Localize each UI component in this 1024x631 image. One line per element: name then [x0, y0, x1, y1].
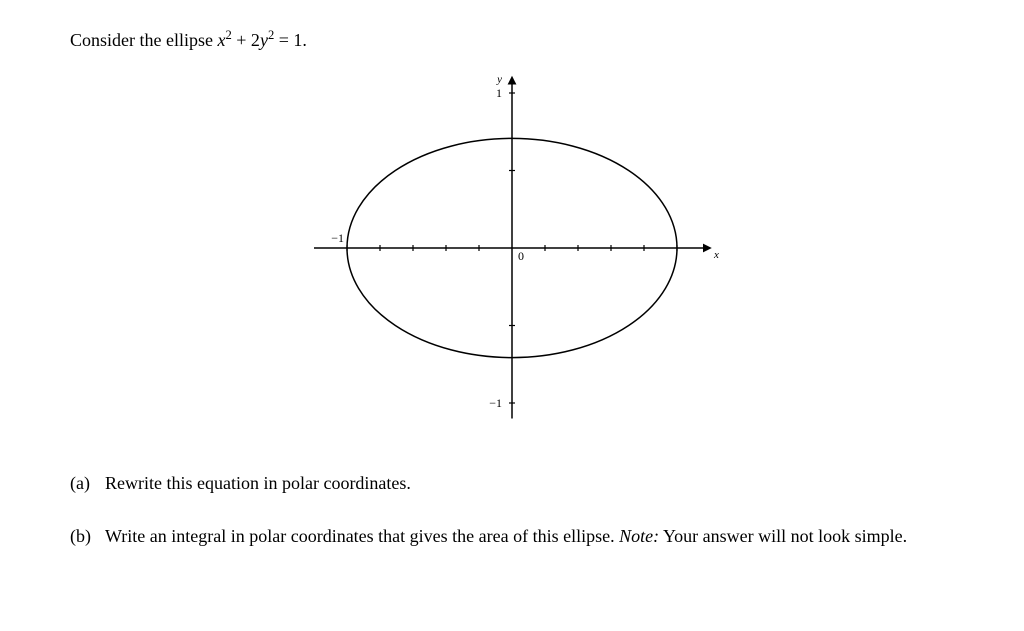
chart-container: −1 1 −1 0 x y [70, 63, 954, 443]
part-b-suffix: Your answer will not look simple. [659, 526, 907, 546]
svg-text:−1: −1 [489, 396, 502, 410]
svg-text:1: 1 [496, 86, 502, 100]
part-b-note: Note: [619, 526, 659, 546]
part-b-prefix: Write an integral in polar coordinates t… [105, 526, 619, 546]
svg-text:0: 0 [518, 249, 524, 263]
eq-end: = 1. [274, 30, 307, 50]
eq-plus: + 2 [232, 30, 260, 50]
part-b-label: (b) [70, 524, 100, 549]
eq-y: y [260, 30, 268, 50]
part-a-text: Rewrite this equation in polar coordinat… [105, 471, 954, 496]
part-b: (b) Write an integral in polar coordinat… [70, 524, 954, 549]
statement-prefix: Consider the ellipse [70, 30, 217, 50]
svg-text:−1: −1 [331, 231, 344, 245]
svg-text:y: y [496, 74, 502, 86]
part-a-label: (a) [70, 471, 100, 496]
part-b-text: Write an integral in polar coordinates t… [105, 524, 954, 549]
problem-statement: Consider the ellipse x2 + 2y2 = 1. [70, 28, 954, 53]
svg-text:x: x [713, 249, 719, 261]
ellipse-chart: −1 1 −1 0 x y [292, 63, 732, 443]
part-a: (a) Rewrite this equation in polar coord… [70, 471, 954, 496]
